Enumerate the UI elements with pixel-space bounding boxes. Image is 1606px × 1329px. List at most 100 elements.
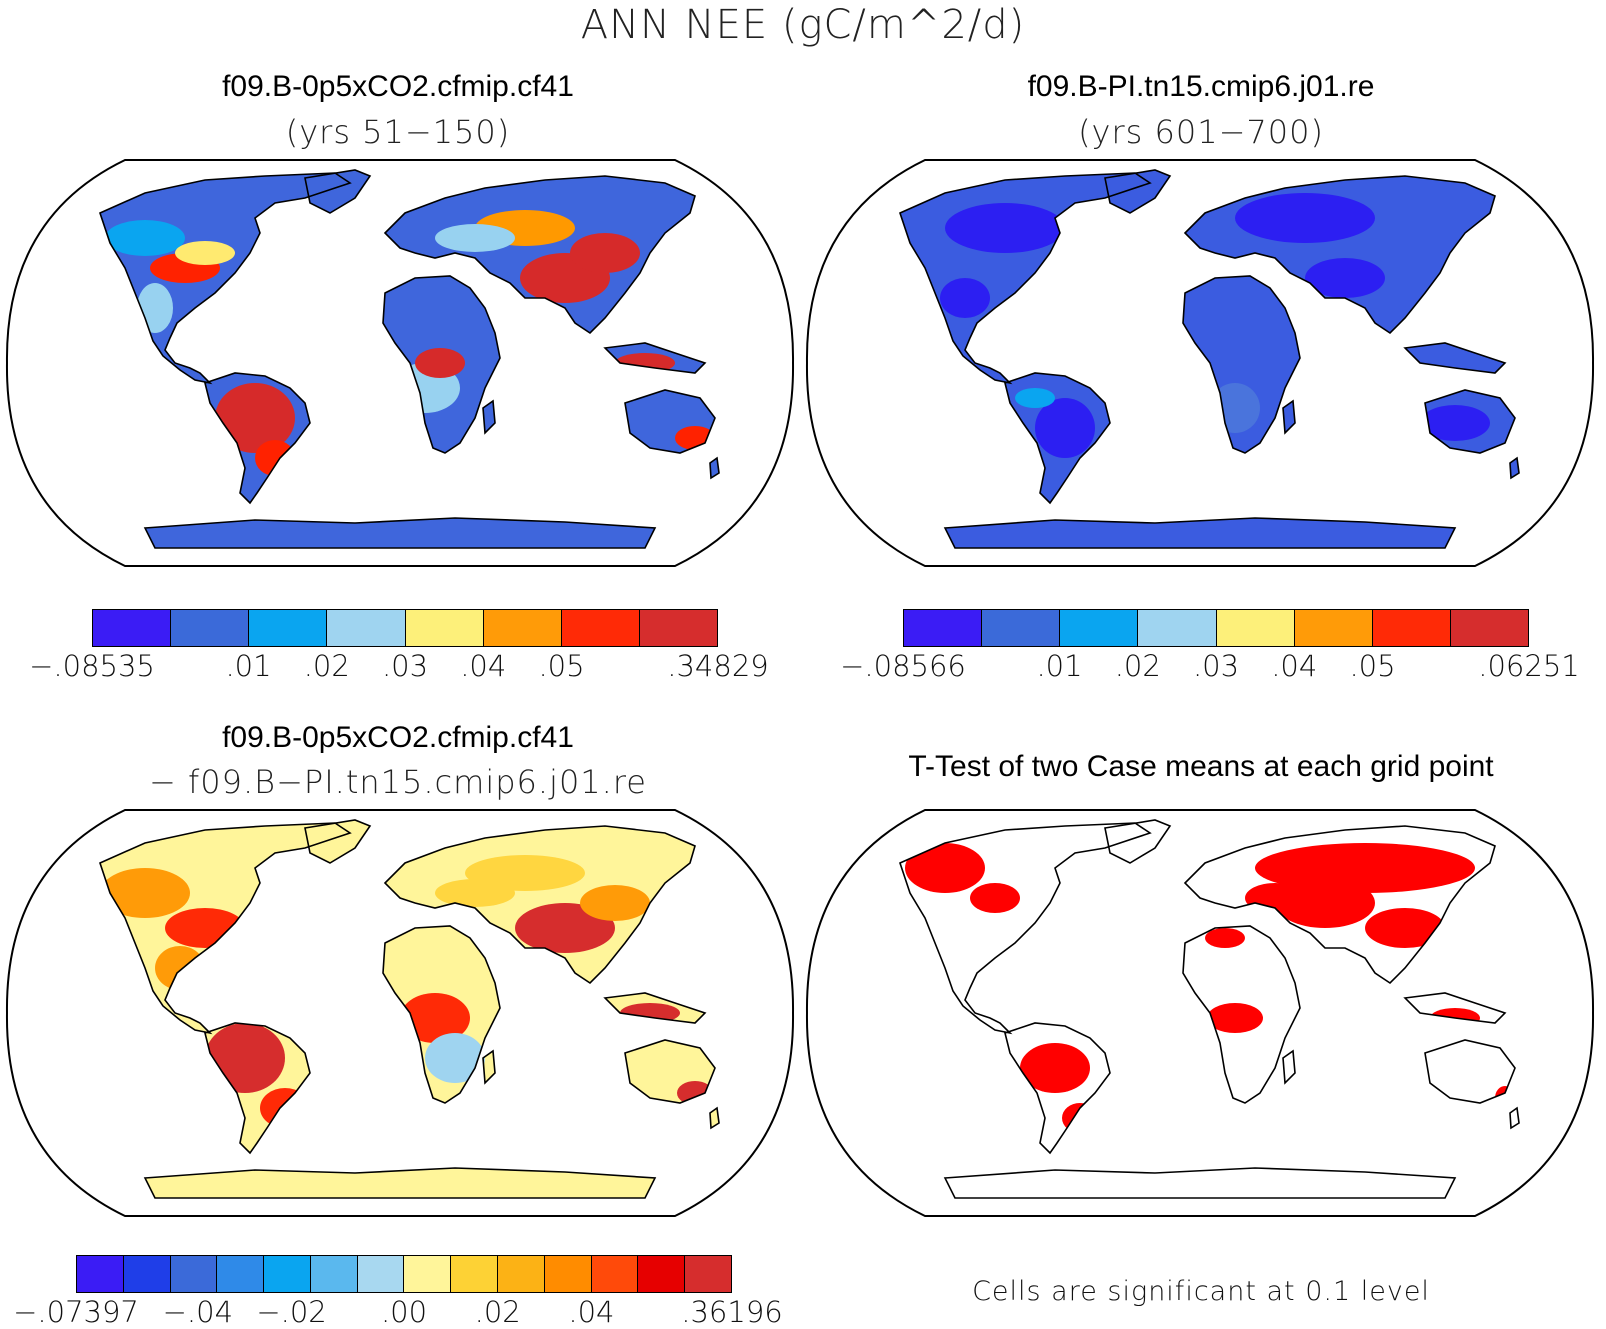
land-nz [710,1108,719,1128]
colorbar-box [638,1256,686,1292]
panel3-subtitle: − f09.B−PI.tn15.cmip6.j01.re [149,763,647,801]
colorbar-label: .01 [1036,649,1083,683]
land-eurasia [385,176,695,333]
colorbar-box [451,1256,499,1292]
panel3-map [5,809,795,1217]
value-patch [940,278,990,318]
value-patch [970,883,1020,913]
colorbar-box [1216,610,1295,646]
value-patch [415,348,465,378]
colorbar-box [561,610,640,646]
value-patch [1020,1043,1090,1093]
panel3-colorbar [76,1255,732,1293]
colorbar-box [498,1256,545,1292]
colorbar-box [1372,610,1451,646]
colorbar-box [310,1256,358,1292]
land-antarctica [145,1168,655,1198]
colorbar-label: .03 [1192,649,1240,683]
colorbar-box [405,610,484,646]
value-patch [570,233,640,273]
colorbar-label: .02 [303,649,350,683]
colorbar-box [171,610,250,646]
panel2-subtitle: (yrs 601−700) [1078,113,1324,151]
value-patch [945,203,1065,253]
colorbar-box [123,1256,171,1292]
colorbar-label: .05 [538,649,585,683]
value-patch [1305,258,1385,298]
panel4-title: T-Test of two Case means at each grid po… [908,750,1494,783]
land-antarctica [145,518,655,548]
colorbar-label: .04 [1271,649,1318,683]
colorbar-box [685,1256,731,1292]
colorbar-label: −.08535 [29,649,155,683]
value-patch [435,224,515,252]
colorbar-box [639,610,717,646]
value-patch [1035,398,1095,458]
colorbar-label: .04 [460,649,507,683]
colorbar-box [1138,610,1217,646]
colorbar-label: −.07397 [13,1295,139,1329]
value-patch [1015,388,1055,408]
value-patch [1235,193,1375,243]
colorbar-box [544,1256,592,1292]
colorbar-box [93,610,172,646]
colorbar-box [264,1256,311,1292]
colorbar-box [77,1256,124,1292]
panel2-title: f09.B-PI.tn15.cmip6.j01.re [1027,70,1375,103]
panel1-title: f09.B-0p5xCO2.cfmip.cf41 [222,70,574,103]
value-patch [1205,928,1245,948]
figure-title: ANN NEE (gC/m^2/d) [580,2,1026,48]
value-patch [175,241,235,265]
colorbar-box [982,610,1061,646]
land-africa [1183,276,1300,453]
colorbar-label: .06251 [1478,649,1580,683]
colorbar-box [1294,610,1373,646]
land-antarctica [945,1168,1455,1198]
colorbar-box [249,610,328,646]
colorbar-label: .00 [380,1295,428,1329]
colorbar-box [483,610,562,646]
land-nz [1510,458,1519,478]
value-patch [215,383,295,453]
colorbar-box [327,610,406,646]
land-greenland [1105,820,1170,863]
value-patch [1420,405,1490,441]
colorbar-label: .03 [381,649,429,683]
value-patch [1365,908,1445,948]
land-greenland [1105,170,1170,213]
land-greenland [305,820,370,863]
land-greenland [305,170,370,213]
value-patch [425,1033,485,1083]
colorbar-box [1450,610,1528,646]
land-nz [1510,1108,1519,1128]
colorbar-label: .01 [225,649,272,683]
colorbar-label: −.02 [256,1295,327,1329]
panel2-map [805,159,1595,567]
colorbar-box [404,1256,452,1292]
colorbar-label: −.08566 [840,649,966,683]
colorbar-label: .05 [1349,649,1396,683]
value-patch [435,879,515,907]
colorbar-label: .02 [1114,649,1161,683]
colorbar-label: −.04 [162,1295,234,1329]
colorbar-label: .36196 [681,1295,783,1329]
panel1-subtitle: (yrs 51−150) [285,113,511,151]
value-patch [1207,1003,1263,1033]
value-patch [400,993,470,1043]
land-nz [710,458,719,478]
colorbar-box [217,1256,265,1292]
colorbar-box [1060,610,1139,646]
panel4-map [805,809,1595,1217]
land-australia [1425,1040,1515,1103]
panel2-colorbar [903,609,1529,647]
panel1-colorbar [92,609,718,647]
colorbar-box [357,1256,405,1292]
value-patch [580,885,650,921]
colorbar-label: .04 [568,1295,615,1329]
land-antarctica [945,518,1455,548]
panel3-title: f09.B-0p5xCO2.cfmip.cf41 [222,721,574,754]
panel1-map [5,159,795,567]
land-eurasia [385,826,695,983]
colorbar-box [591,1256,639,1292]
colorbar-box [170,1256,218,1292]
